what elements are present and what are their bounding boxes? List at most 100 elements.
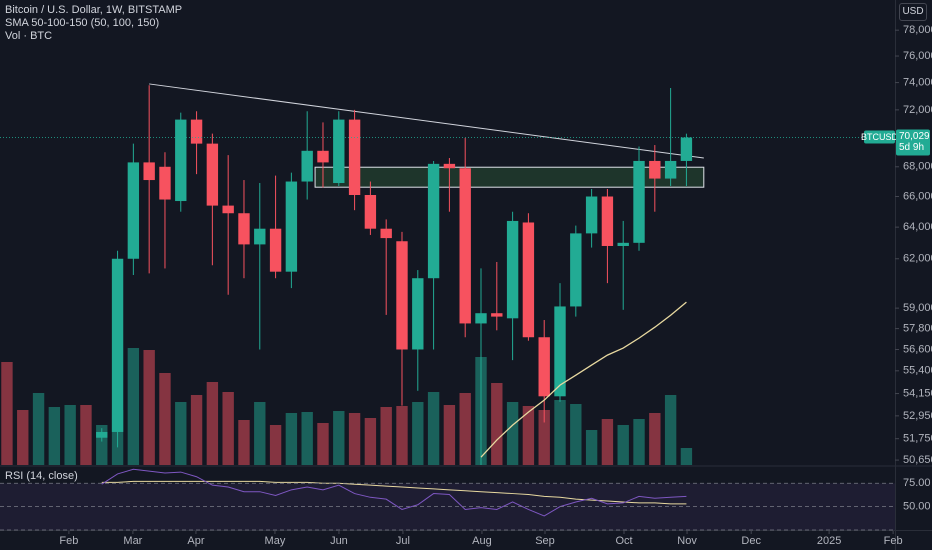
rsi-line — [101, 468, 687, 517]
x-tick-label: Dec — [741, 535, 761, 547]
candle-body — [269, 228, 282, 272]
x-tick-label: May — [265, 535, 286, 547]
volume-bar — [412, 402, 424, 465]
x-tick-label: Feb — [59, 535, 78, 547]
candle-body — [190, 119, 203, 144]
symbol-label: BTCUSD — [861, 132, 899, 142]
candle-body — [538, 337, 550, 397]
volume-bar — [396, 406, 408, 465]
volume-bar — [491, 383, 503, 465]
volume-bar — [601, 419, 614, 465]
volume-bar — [159, 373, 171, 465]
candle-body — [522, 222, 535, 338]
volume-bar — [554, 400, 566, 465]
candle-body — [459, 168, 471, 324]
candle-body — [222, 205, 234, 214]
y-tick-label: 64,000 — [903, 221, 932, 233]
candle-body — [238, 213, 250, 245]
countdown-label: 5d 9h — [899, 142, 924, 153]
candle-body — [301, 150, 313, 182]
trendline — [149, 83, 704, 159]
volume-bar — [506, 402, 519, 465]
x-tick-label: Oct — [615, 535, 632, 547]
candle-body — [633, 160, 645, 243]
symbol-box — [864, 130, 895, 144]
candle-body — [396, 241, 408, 350]
volume-bar — [254, 402, 266, 465]
volume-bar — [17, 410, 29, 465]
candle-body — [680, 137, 693, 161]
candle-body — [380, 228, 392, 239]
candle-body — [333, 119, 345, 184]
volume-bar — [222, 392, 234, 465]
candle-body — [412, 278, 424, 350]
candle-body — [570, 233, 582, 307]
rsi-tick-label: 50.00 — [903, 501, 931, 513]
volume-bar — [380, 407, 392, 465]
volume-bar — [143, 350, 155, 465]
candle-body — [617, 242, 629, 246]
volume-bar — [269, 425, 282, 465]
volume-bar — [175, 402, 187, 465]
volume-bar — [206, 382, 219, 465]
y-tick-label: 72,000 — [903, 104, 932, 116]
candle-body — [649, 160, 661, 179]
candle-body — [317, 150, 329, 163]
axes: 78,000 76,000 74,000 72,000 68,000 66,000 64,0… — [0, 24, 932, 547]
volume-bar — [427, 392, 440, 465]
volume-bar — [80, 405, 92, 465]
x-tick-label: Sep — [535, 535, 555, 547]
y-tick-label: 62,000 — [903, 253, 932, 265]
volume-bar — [317, 423, 329, 465]
volume-bar — [617, 425, 629, 465]
price-label: 70,029 — [899, 131, 930, 142]
y-tick-label: 55,400 — [903, 365, 932, 377]
currency-button[interactable]: USD — [899, 3, 927, 21]
candle-body — [491, 313, 503, 317]
rsi-tick-label: 75.00 — [903, 477, 931, 489]
volume-bar — [333, 411, 345, 465]
volume-bar — [633, 419, 645, 465]
candle-body — [206, 143, 219, 206]
y-tick-label: 76,000 — [903, 50, 932, 62]
volume-bar — [649, 413, 661, 465]
y-tick-label: 54,150 — [903, 387, 932, 399]
candle-body — [664, 160, 677, 179]
candle-body — [127, 162, 140, 259]
sma-line — [480, 301, 687, 458]
volume-bar — [190, 395, 203, 465]
candle-body — [111, 258, 124, 432]
chart-title: Bitcoin / U.S. Dollar, 1W, BITSTAMP — [5, 4, 183, 16]
y-tick-label: 74,000 — [903, 76, 932, 88]
price-box — [896, 129, 930, 156]
volume-bar — [680, 448, 693, 465]
volume-bar — [285, 413, 298, 465]
volume-bar — [127, 348, 140, 465]
volume-bar — [301, 412, 313, 465]
candle-body — [443, 163, 456, 169]
volume-bar — [32, 393, 45, 465]
y-tick-label: 68,000 — [903, 161, 932, 173]
volume-bar — [459, 393, 471, 465]
y-tick-label: 51,750 — [903, 433, 932, 445]
y-tick-label: 52,950 — [903, 410, 932, 422]
rsi-title: RSI (14, close) — [5, 470, 78, 482]
indicator-label: Vol · BTC — [5, 30, 53, 42]
candle-body — [506, 220, 519, 319]
x-tick-label: Nov — [677, 535, 697, 547]
candle-body — [554, 306, 566, 397]
volume-layer — [1, 348, 693, 465]
rsi-ma-line — [101, 480, 687, 505]
x-tick-label: 2025 — [817, 535, 841, 547]
y-tick-label: 59,000 — [903, 302, 932, 314]
price-layer — [96, 83, 705, 465]
candle-body — [601, 196, 614, 246]
candle-body — [364, 194, 377, 229]
volume-bar — [664, 395, 677, 465]
legend: Bitcoin / U.S. Dollar, 1W, BITSTAMP SMA … — [5, 4, 182, 43]
x-tick-label: Aug — [472, 535, 492, 547]
candle-body — [159, 166, 171, 200]
volume-bar — [585, 430, 598, 465]
candle-body — [254, 228, 266, 245]
